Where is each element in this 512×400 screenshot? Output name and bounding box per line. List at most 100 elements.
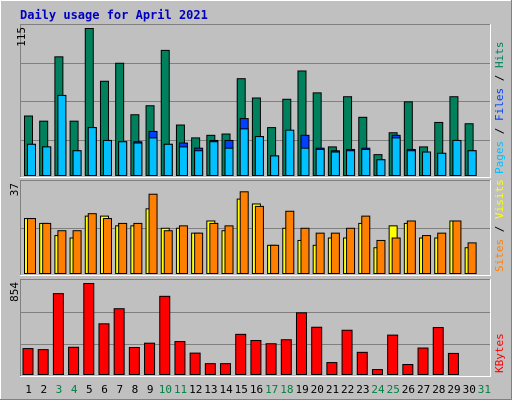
bar-pages	[239, 128, 249, 177]
day-label: 8	[132, 383, 139, 396]
y-max-label: 37	[8, 183, 21, 196]
legend-entry: Visits	[493, 179, 506, 219]
day-label: 11	[174, 383, 187, 396]
bar-pages	[57, 94, 67, 176]
y-max-label: 854	[8, 282, 21, 302]
bar-pages	[209, 141, 219, 176]
bar-kbytes	[265, 343, 277, 376]
bar-pages	[254, 136, 264, 177]
day-label: 25	[387, 383, 400, 396]
bar-kbytes	[311, 326, 323, 375]
series-legend: Pages / Files / Hits	[493, 42, 506, 175]
legend-entry: KBytes	[493, 333, 506, 373]
day-label: 27	[417, 383, 430, 396]
bar-kbytes	[295, 312, 307, 375]
bar-sites	[133, 222, 143, 274]
bar-sites	[72, 230, 82, 274]
bar-kbytes	[235, 333, 247, 376]
bar-kbytes	[98, 323, 110, 376]
day-label: 18	[280, 383, 293, 396]
y-max-label: 115	[15, 27, 28, 47]
bar-kbytes	[417, 347, 429, 375]
bar-kbytes	[326, 362, 338, 376]
bar-pages	[87, 127, 97, 176]
day-label: 31	[478, 383, 491, 396]
bar-sites	[239, 191, 249, 275]
bar-sites	[270, 244, 280, 274]
bar-kbytes	[250, 339, 262, 375]
bar-sites	[27, 218, 36, 274]
bar-pages	[42, 146, 52, 176]
bar-kbytes	[356, 351, 368, 376]
bar-pages	[467, 150, 477, 176]
day-label: 16	[250, 383, 263, 396]
bar-kbytes	[189, 352, 201, 375]
bar-kbytes	[128, 346, 140, 375]
day-label: 15	[235, 383, 248, 396]
bar-pages	[72, 150, 82, 176]
day-label: 6	[101, 383, 108, 396]
bar-kbytes	[22, 348, 34, 375]
bar-kbytes	[37, 349, 49, 376]
bar-sites	[315, 232, 325, 275]
bar-sites	[224, 225, 234, 274]
bar-sites	[102, 218, 112, 274]
bar-sites	[194, 232, 204, 275]
bar-kbytes	[280, 339, 292, 375]
day-label: 30	[463, 383, 476, 396]
bar-sites	[254, 205, 264, 274]
day-label: 29	[447, 383, 460, 396]
bar-pages	[376, 159, 386, 176]
bar-pages	[452, 139, 462, 176]
day-label: 2	[40, 383, 47, 396]
day-label: 7	[116, 383, 123, 396]
bar-pages	[148, 137, 158, 177]
bar-pages	[178, 146, 188, 176]
bar-kbytes	[432, 327, 444, 375]
bar-pages	[224, 147, 234, 176]
kbytes-panel: 854 KBytes	[8, 279, 506, 377]
bar-sites	[57, 230, 67, 274]
bar-sites	[118, 222, 128, 274]
day-label: 17	[265, 383, 278, 396]
bar-kbytes	[174, 341, 186, 376]
bar-pages	[315, 148, 325, 176]
legend-entry: /	[493, 68, 506, 88]
bar-pages	[346, 150, 356, 176]
day-label: 13	[204, 383, 217, 396]
day-label: 23	[356, 383, 369, 396]
day-label: 20	[311, 383, 324, 396]
series-legend: KBytes	[493, 333, 506, 373]
day-label: 4	[71, 383, 78, 396]
bar-sites	[42, 222, 52, 274]
bar-sites	[361, 215, 371, 275]
day-label: 14	[219, 383, 233, 396]
bar-kbytes	[113, 308, 125, 376]
day-label: 5	[86, 383, 93, 396]
bar-sites	[178, 225, 188, 274]
bar-pages	[330, 151, 340, 176]
bar-sites	[467, 242, 477, 274]
bar-sites	[330, 232, 340, 275]
day-label: 10	[159, 383, 172, 396]
bar-sites	[163, 230, 173, 274]
bar-sites	[209, 222, 219, 274]
bar-pages	[133, 142, 143, 176]
bar-sites	[285, 210, 295, 275]
bar-kbytes	[159, 295, 171, 375]
day-label: 12	[189, 383, 202, 396]
bar-sites	[437, 232, 447, 275]
hits-files-pages-panel: 115 Pages / Files / Hits	[15, 24, 506, 178]
bar-kbytes	[220, 363, 232, 375]
series-legend: Sites / Visits	[493, 179, 506, 272]
bar-sites	[406, 220, 416, 274]
chart-title: Daily usage for April 2021	[20, 8, 208, 22]
day-label: 24	[371, 383, 385, 396]
legend-entry: Pages	[493, 141, 506, 174]
visits-sites-panel: 37 Sites / Visits	[8, 179, 506, 276]
day-label: 21	[326, 383, 339, 396]
bar-sites	[300, 227, 310, 274]
legend-entry: Sites	[493, 239, 506, 272]
bar-sites	[422, 235, 432, 275]
